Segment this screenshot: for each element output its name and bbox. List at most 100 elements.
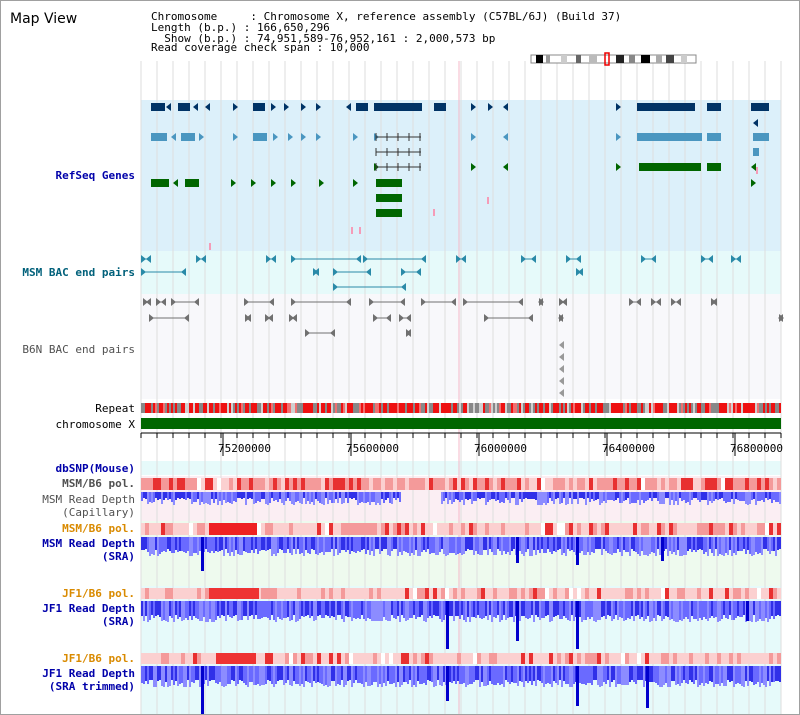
polymorphism-cell <box>561 588 565 599</box>
depth-bar <box>571 666 573 687</box>
polymorphism-cell <box>433 653 437 664</box>
repeat-block <box>301 403 303 413</box>
depth-bar <box>457 666 459 681</box>
repeat-block <box>769 403 771 413</box>
polymorphism-cell <box>633 588 637 599</box>
depth-bar <box>685 492 687 503</box>
track-label-jf1-b6-pol-2[interactable]: JF1/B6 pol. <box>62 652 135 665</box>
snp-marker <box>209 243 211 250</box>
depth-bar <box>707 537 709 556</box>
polymorphism-cell <box>633 478 637 490</box>
depth-bar <box>381 601 383 621</box>
repeat-block <box>709 403 711 413</box>
depth-bar <box>689 601 691 622</box>
depth-bar <box>547 492 549 503</box>
depth-bar <box>569 492 571 498</box>
depth-bar <box>371 492 373 502</box>
depth-bar <box>335 666 337 686</box>
depth-bar <box>435 666 437 686</box>
polymorphism-cell <box>313 653 317 664</box>
depth-bar <box>473 537 475 555</box>
depth-bar <box>493 537 495 555</box>
depth-bar <box>285 601 287 618</box>
bac-end <box>184 314 189 322</box>
repeat-block <box>233 403 235 413</box>
repeat-block <box>337 403 339 413</box>
position-axis: 75200000 75600000 76000000 76400000 76800000 <box>140 432 783 456</box>
repeat-block <box>451 403 453 413</box>
depth-bar <box>623 537 625 550</box>
polymorphism-cell <box>557 653 561 664</box>
polymorphism-cell <box>537 523 541 535</box>
repeat-block <box>659 403 661 413</box>
polymorphism-cell <box>337 653 341 664</box>
repeat-block <box>737 403 739 413</box>
depth-bar <box>327 601 329 616</box>
depth-bar <box>621 492 623 503</box>
depth-bar <box>303 492 305 498</box>
depth-bar <box>719 601 721 621</box>
repeat-block <box>689 403 691 413</box>
polymorphism-cell <box>445 478 449 490</box>
bac-end <box>578 268 583 276</box>
depth-bar <box>309 666 311 683</box>
polymorphism-cell <box>681 523 685 535</box>
track-label-msm-b6-pol-1[interactable]: MSM/B6 pol. <box>62 477 135 490</box>
repeat-block <box>327 403 329 413</box>
depth-bar <box>559 666 561 680</box>
track-label-jf1-depth-sra[interactable]: JF1 Read Depth <box>42 602 135 615</box>
track-label-b6n-bac[interactable]: B6N BAC end pairs <box>22 343 135 356</box>
repeat-block <box>707 403 709 413</box>
depth-bar <box>403 537 405 551</box>
depth-bar <box>181 601 183 621</box>
gene-feature <box>151 103 165 111</box>
repeat-block <box>703 403 705 413</box>
repeat-block <box>157 403 159 413</box>
bac-end <box>146 298 151 306</box>
polymorphism-cell <box>457 523 461 535</box>
track-label-msm-b6-pol-2[interactable]: MSM/B6 pol. <box>62 522 135 535</box>
depth-bar <box>277 537 279 553</box>
bac-end <box>559 365 564 373</box>
depth-bar <box>529 492 531 499</box>
track-label-dbsnp[interactable]: dbSNP(Mouse) <box>55 462 135 475</box>
depth-bar <box>771 601 773 616</box>
repeat-block <box>677 403 679 413</box>
depth-bar <box>743 537 745 549</box>
track-label-msm-depth-cap[interactable]: MSM Read Depth <box>42 493 135 506</box>
track-label-refseq[interactable]: RefSeq Genes <box>55 169 135 182</box>
repeat-block <box>681 403 683 413</box>
depth-bar <box>635 492 637 503</box>
depth-bar <box>363 666 365 687</box>
depth-bar <box>693 601 695 619</box>
depth-bar <box>583 666 585 684</box>
depth-bar <box>663 601 665 619</box>
depth-bar <box>693 537 695 550</box>
depth-bar <box>621 666 623 685</box>
depth-bar <box>387 492 389 498</box>
depth-bar <box>337 492 339 503</box>
depth-bar <box>155 601 157 616</box>
polymorphism-cell <box>557 523 561 535</box>
repeat-block <box>225 403 227 413</box>
polymorphism-cell <box>685 478 689 490</box>
track-label-jf1-b6-pol-1[interactable]: JF1/B6 pol. <box>62 587 135 600</box>
polymorphism-cell <box>645 653 649 664</box>
bac-end <box>559 377 564 385</box>
repeat-block <box>463 403 465 413</box>
repeat-block <box>217 403 219 413</box>
polymorphism-cell <box>717 478 721 490</box>
depth-bar <box>639 492 641 505</box>
depth-bar <box>613 537 615 553</box>
polymorphism-cell <box>533 523 537 535</box>
track-label-msm-bac[interactable]: MSM BAC end pairs <box>22 266 135 279</box>
track-label-msm-depth-sra[interactable]: MSM Read Depth <box>42 537 135 550</box>
polymorphism-cell <box>665 588 669 599</box>
polymorphism-cell <box>333 588 337 599</box>
repeat-block <box>549 403 551 413</box>
track-label-msm-depth-cap-sub: (Capillary) <box>62 506 135 519</box>
track-label-jf1-depth-trim[interactable]: JF1 Read Depth <box>42 667 135 680</box>
gene-arrow <box>316 133 321 141</box>
polymorphism-cell <box>269 523 273 535</box>
